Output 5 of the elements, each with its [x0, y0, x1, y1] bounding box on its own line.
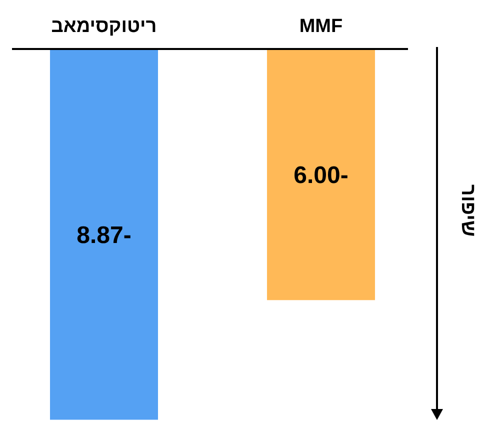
data-label: -6.00	[294, 162, 348, 190]
y-axis-title: שיפור	[457, 184, 479, 237]
x-tick-label: MMF	[299, 16, 343, 37]
x-tick-label: ריטוקסימאב	[51, 16, 157, 37]
data-label: -8.87	[76, 222, 132, 249]
